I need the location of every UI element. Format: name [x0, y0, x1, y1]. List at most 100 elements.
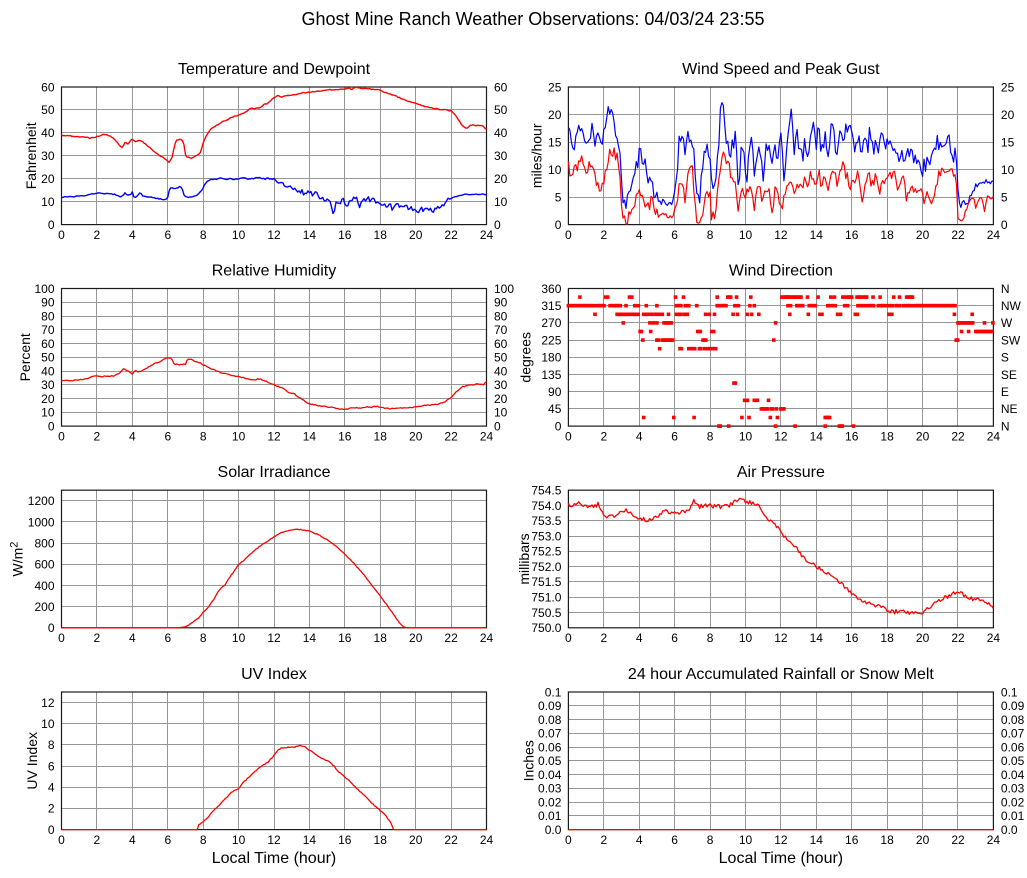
svg-text:0.06: 0.06 [538, 740, 562, 754]
svg-text:14: 14 [810, 228, 824, 242]
svg-text:2: 2 [94, 429, 101, 443]
svg-text:25: 25 [1001, 80, 1015, 94]
svg-text:20: 20 [916, 228, 930, 242]
svg-text:40: 40 [41, 126, 55, 140]
svg-text:2: 2 [94, 833, 101, 847]
svg-text:80: 80 [41, 309, 55, 323]
svg-text:1200: 1200 [28, 494, 55, 508]
svg-text:24: 24 [987, 833, 1001, 847]
svg-text:10: 10 [232, 429, 246, 443]
svg-text:24: 24 [480, 429, 494, 443]
svg-text:4: 4 [636, 429, 643, 443]
svg-text:24 hour Accumulated Rainfall o: 24 hour Accumulated Rainfall or Snow Mel… [628, 666, 934, 683]
svg-text:40: 40 [494, 126, 508, 140]
svg-text:18: 18 [374, 228, 388, 242]
svg-text:60: 60 [41, 80, 55, 94]
svg-text:200: 200 [34, 600, 54, 614]
svg-text:UV Index: UV Index [24, 732, 40, 790]
svg-text:14: 14 [810, 631, 824, 645]
svg-text:180: 180 [541, 351, 561, 365]
svg-text:90: 90 [548, 385, 562, 399]
svg-text:751.5: 751.5 [531, 575, 561, 589]
svg-text:W: W [1001, 316, 1013, 330]
svg-text:20: 20 [548, 108, 562, 122]
svg-text:8: 8 [707, 228, 714, 242]
svg-text:60: 60 [41, 337, 55, 351]
svg-text:6: 6 [164, 833, 171, 847]
svg-text:0.06: 0.06 [1001, 740, 1025, 754]
svg-text:0.01: 0.01 [1001, 809, 1025, 823]
svg-text:50: 50 [41, 103, 55, 117]
svg-text:Air Pressure: Air Pressure [737, 464, 825, 481]
svg-text:100: 100 [494, 282, 514, 296]
svg-text:70: 70 [41, 323, 55, 337]
svg-text:N: N [1001, 419, 1010, 433]
svg-text:0.08: 0.08 [538, 713, 562, 727]
svg-text:0.05: 0.05 [1001, 754, 1025, 768]
svg-text:18: 18 [880, 429, 894, 443]
svg-text:4: 4 [129, 833, 136, 847]
svg-text:10: 10 [739, 833, 753, 847]
svg-text:6: 6 [671, 429, 678, 443]
svg-text:0.1: 0.1 [545, 685, 562, 699]
svg-text:SE: SE [1001, 368, 1017, 382]
svg-text:16: 16 [338, 833, 352, 847]
svg-text:752.0: 752.0 [531, 560, 561, 574]
svg-text:22: 22 [444, 228, 458, 242]
svg-text:0.04: 0.04 [1001, 768, 1025, 782]
svg-text:6: 6 [164, 429, 171, 443]
svg-text:750.5: 750.5 [531, 606, 561, 620]
svg-text:24: 24 [480, 631, 494, 645]
svg-text:12: 12 [774, 631, 788, 645]
svg-text:20: 20 [494, 392, 508, 406]
svg-text:0.02: 0.02 [538, 795, 562, 809]
svg-text:90: 90 [41, 296, 55, 310]
svg-text:360: 360 [541, 282, 561, 296]
svg-text:2: 2 [94, 631, 101, 645]
svg-text:0: 0 [565, 228, 572, 242]
svg-text:6: 6 [671, 833, 678, 847]
svg-text:0: 0 [58, 228, 65, 242]
svg-text:20: 20 [1001, 108, 1015, 122]
svg-text:20: 20 [494, 172, 508, 186]
svg-text:0: 0 [1001, 218, 1008, 232]
svg-text:14: 14 [303, 228, 317, 242]
svg-text:0.07: 0.07 [538, 727, 562, 741]
svg-text:S: S [1001, 351, 1009, 365]
svg-text:25: 25 [548, 80, 562, 94]
svg-text:40: 40 [41, 364, 55, 378]
svg-text:24: 24 [987, 429, 1001, 443]
svg-text:18: 18 [374, 429, 388, 443]
svg-text:24: 24 [987, 631, 1001, 645]
svg-text:N: N [1001, 282, 1010, 296]
svg-text:18: 18 [880, 631, 894, 645]
svg-text:4: 4 [48, 781, 55, 795]
svg-text:12: 12 [267, 631, 281, 645]
svg-text:14: 14 [810, 429, 824, 443]
svg-text:30: 30 [41, 149, 55, 163]
svg-text:12: 12 [774, 228, 788, 242]
svg-text:6: 6 [164, 228, 171, 242]
svg-text:50: 50 [494, 351, 508, 365]
svg-text:2: 2 [600, 833, 607, 847]
svg-text:600: 600 [34, 558, 54, 572]
svg-text:4: 4 [129, 429, 136, 443]
svg-text:753.5: 753.5 [531, 514, 561, 528]
svg-text:0.1: 0.1 [1001, 685, 1018, 699]
svg-text:0.0: 0.0 [545, 823, 562, 837]
svg-text:10: 10 [232, 631, 246, 645]
svg-text:16: 16 [338, 228, 352, 242]
svg-text:2: 2 [48, 802, 55, 816]
svg-text:0: 0 [48, 419, 55, 433]
svg-text:0.01: 0.01 [538, 809, 562, 823]
svg-text:20: 20 [41, 392, 55, 406]
svg-text:10: 10 [548, 163, 562, 177]
svg-text:2: 2 [600, 228, 607, 242]
svg-text:10: 10 [739, 228, 753, 242]
svg-text:Local Time (hour): Local Time (hour) [719, 850, 844, 867]
svg-text:8: 8 [707, 631, 714, 645]
svg-text:24: 24 [987, 228, 1001, 242]
svg-text:NW: NW [1001, 299, 1022, 313]
svg-text:16: 16 [845, 228, 859, 242]
svg-text:16: 16 [845, 631, 859, 645]
